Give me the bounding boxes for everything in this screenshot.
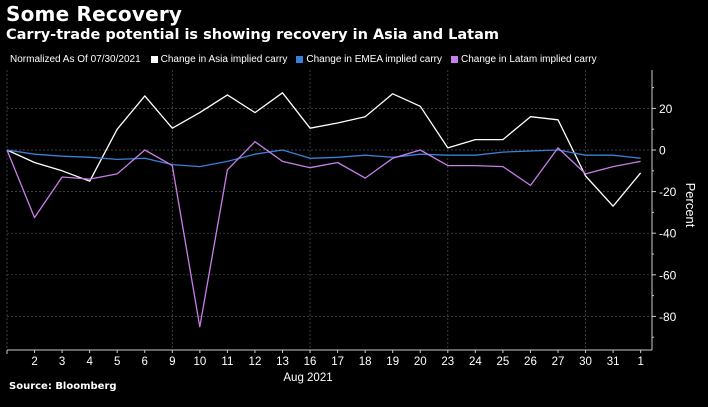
chart-title: Some Recovery (6, 2, 183, 26)
y-tick-label: -60 (659, 268, 677, 282)
x-tick-label: 10 (193, 356, 206, 368)
y-tick-label: -20 (659, 185, 677, 199)
legend-label-latam: Change in Latam implied carry (461, 54, 597, 65)
gridlines (6, 70, 652, 350)
x-tick-label: 5 (114, 356, 120, 368)
x-tick-label: 20 (414, 356, 427, 368)
legend: Normalized As Of 07/30/2021 Change in As… (10, 54, 606, 65)
x-tick-label: 30 (579, 356, 592, 368)
x-tick-label: 19 (386, 356, 399, 368)
y-tick-label: -80 (659, 310, 677, 324)
series-line-asia (6, 92, 642, 207)
x-tick-label: 16 (304, 356, 317, 368)
legend-swatch-emea (296, 56, 304, 63)
y-tick-label: -40 (659, 227, 677, 241)
x-tick-label: 13 (276, 356, 289, 368)
legend-item-latam: Change in Latam implied carry (451, 54, 597, 65)
y-axis-title: Percent (683, 183, 698, 228)
x-tick-label: 31 (607, 356, 620, 368)
axis-labels: 200-20-40-60-802 3 4 5 6 9 10 11 12 13 16 17 18 19 20 2… (31, 102, 698, 384)
x-tick-label: 1 (637, 356, 643, 368)
x-tick-label: 12 (249, 356, 262, 368)
x-axis-title: Aug 2021 (283, 372, 332, 384)
axes (6, 70, 656, 354)
y-tick-label: 0 (659, 144, 666, 158)
legend-label-asia: Change in Asia implied carry (160, 54, 288, 65)
series-line-emea (6, 149, 641, 168)
legend-label-emea: Change in EMEA implied carry (306, 54, 442, 65)
x-tick-label: 18 (359, 356, 372, 368)
x-tick-label: 27 (552, 356, 565, 368)
x-tick-label: 23 (441, 356, 454, 368)
source-note: Source: Bloomberg (9, 381, 117, 392)
x-tick-label: 11 (221, 356, 233, 368)
x-tick-label: 4 (86, 356, 93, 368)
legend-swatch-latam (451, 56, 458, 63)
legend-item-asia: Change in Asia implied carry (150, 54, 288, 65)
x-tick-label: 17 (331, 356, 344, 368)
legend-item-emea: Change in EMEA implied carry (296, 54, 442, 65)
chart-subtitle: Carry-trade potential is showing recover… (6, 27, 499, 43)
x-tick-label: 9 (169, 356, 175, 368)
x-tick-label: 26 (524, 356, 537, 368)
x-tick-label: 24 (469, 356, 482, 368)
x-tick-label: 6 (142, 356, 148, 368)
series-lines (6, 92, 642, 328)
normalization-note: Normalized As Of 07/30/2021 (10, 54, 141, 65)
x-tick-label: 2 (31, 356, 37, 368)
x-tick-label: 25 (497, 356, 510, 368)
series-line-latam (6, 141, 641, 328)
y-tick-label: 20 (659, 102, 673, 116)
legend-swatch-asia (150, 56, 158, 63)
x-tick-label: 3 (59, 356, 65, 368)
